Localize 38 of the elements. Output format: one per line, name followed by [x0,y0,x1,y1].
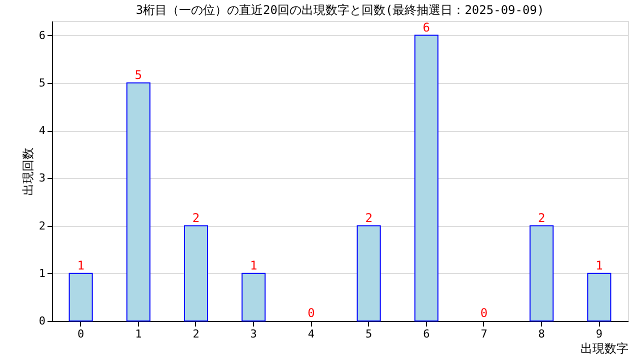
data-label: 1 [77,258,84,272]
x-tick-label: 9 [596,328,603,340]
y-tick-label: 3 [38,172,46,185]
bar [184,225,208,322]
y-tick-label: 1 [38,266,46,280]
data-label: 2 [365,210,372,225]
x-tick-label: 8 [538,328,545,340]
x-tick-label: 2 [192,328,200,340]
y-axis-title: 出現回数 [20,148,35,196]
bar [414,34,438,322]
data-label: 5 [134,68,142,82]
y-tick-label: 4 [38,124,46,138]
bar [126,82,150,322]
bar [356,225,381,322]
data-label: 2 [192,210,200,225]
bar [530,225,554,322]
x-tick-label: 7 [480,328,488,340]
bar [68,272,93,322]
x-tick-label: 3 [250,328,257,340]
data-label: 0 [480,306,488,320]
x-tick-label: 4 [308,328,315,340]
y-tick-label: 5 [38,76,46,90]
y-tick-label: 2 [38,219,46,232]
data-label: 1 [250,258,258,272]
bar [587,272,612,322]
bar [242,272,266,322]
y-tick-label: 6 [38,28,46,42]
x-axis-title: 出現数字 [580,342,628,356]
data-label: 2 [538,210,546,225]
data-label: 0 [308,306,315,320]
x-tick-label: 6 [423,328,430,340]
data-label: 1 [596,258,603,272]
chart-title: 3桁目（一の位）の直近20回の出現数字と回数(最終抽選日：2025-09-09) [136,3,544,17]
y-tick-label: 0 [38,314,46,328]
x-tick-label: 5 [365,328,372,340]
data-label: 6 [422,20,430,34]
x-tick-label: 1 [135,328,142,340]
x-tick-label: 0 [77,328,84,340]
